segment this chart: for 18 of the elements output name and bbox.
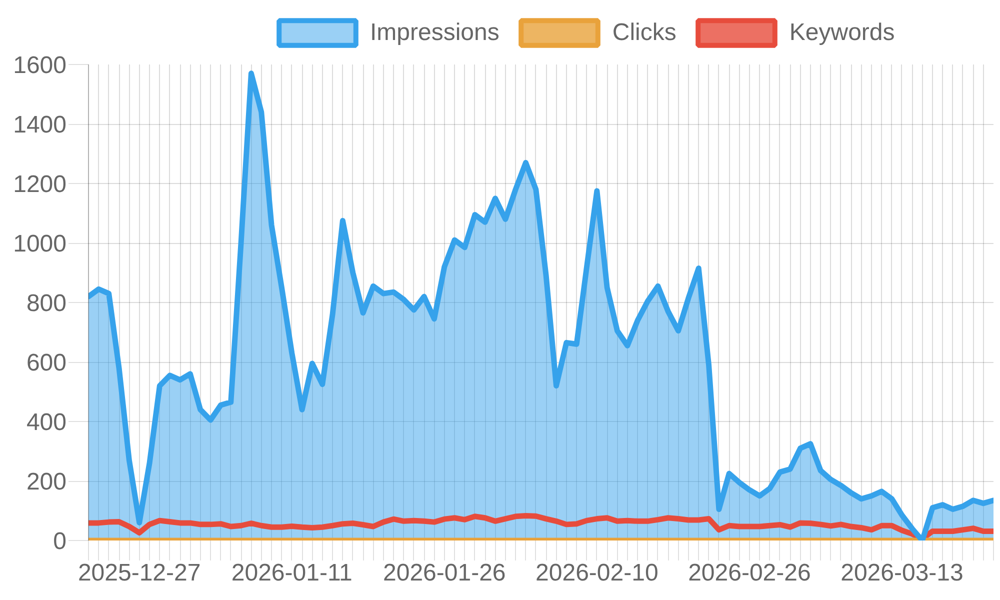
y-tick-label: 400 (26, 409, 67, 436)
x-tick-label: 2026-01-11 (231, 560, 352, 586)
y-tick-label: 1000 (13, 230, 66, 258)
legend-label: Keywords (789, 18, 895, 46)
x-tick-label: 2026-03-13 (840, 560, 964, 586)
x-tick-label: 2026-02-10 (536, 560, 658, 586)
y-tick-label: 1400 (13, 112, 66, 138)
y-tick-label: 600 (26, 350, 67, 376)
y-tick-label: 0 (53, 528, 67, 555)
x-tick-label: 2025-12-27 (78, 560, 201, 586)
y-tick-label: 1200 (13, 171, 66, 198)
legend-label: Impressions (370, 18, 500, 46)
y-tick-label: 1600 (13, 52, 66, 79)
x-tick-label: 2026-01-26 (383, 560, 506, 586)
legend-label: Clicks (612, 18, 676, 46)
y-tick-label: 800 (26, 290, 67, 317)
y-tick-label: 200 (26, 468, 67, 496)
x-tick-label: 2026-02-26 (688, 560, 811, 586)
